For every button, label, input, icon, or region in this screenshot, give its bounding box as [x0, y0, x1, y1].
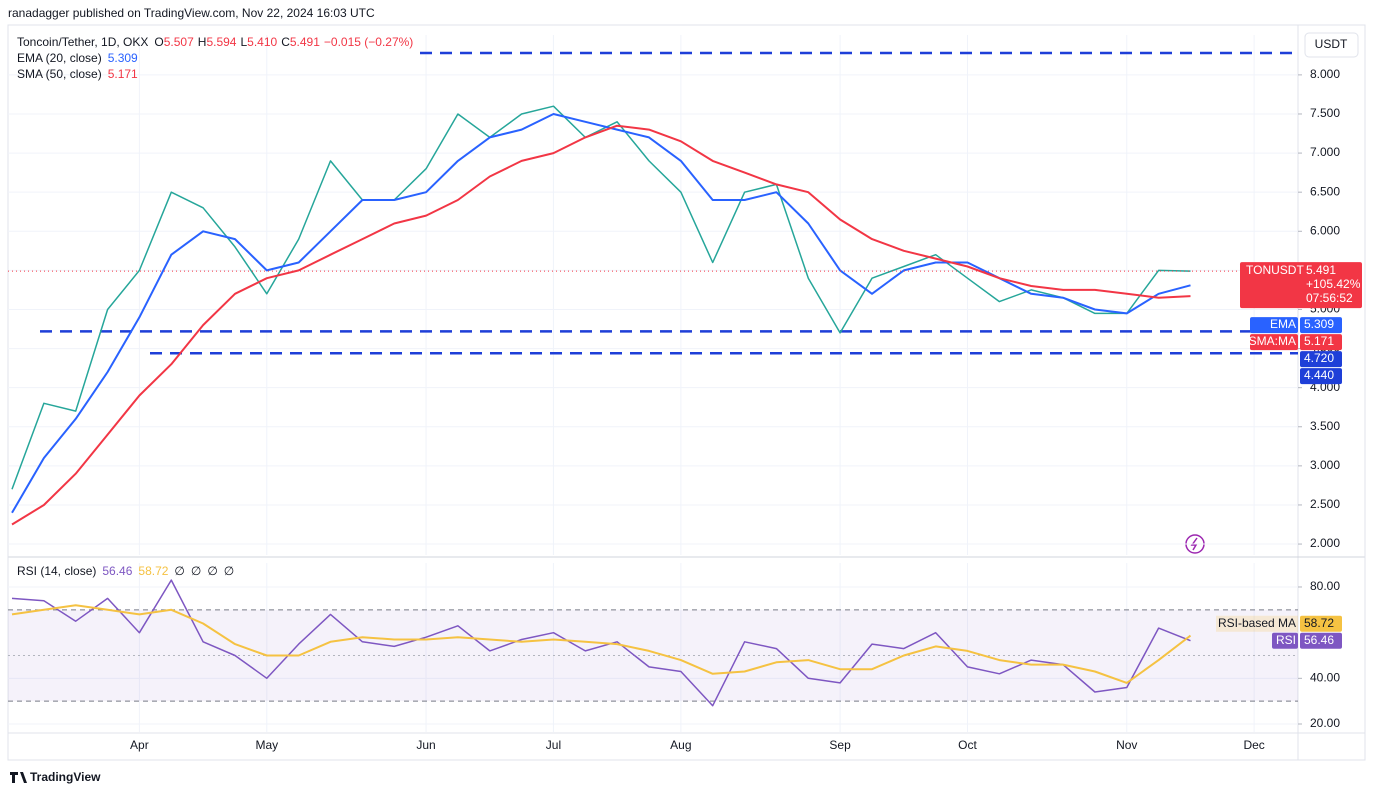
- ohlc-label: O: [154, 35, 163, 49]
- ohlc-label: L: [240, 35, 247, 49]
- badge-value: 58.72: [1304, 616, 1334, 630]
- x-tick-label: May: [255, 738, 278, 752]
- badge-value: 5.309: [1304, 317, 1334, 331]
- rsi-value: 58.72: [138, 564, 168, 578]
- symbol-legend: Toncoin/Tether, 1D, OKX O5.507 H5.594 L5.41…: [17, 35, 413, 49]
- alert-icon-bolt: [1190, 537, 1198, 551]
- y-tick-label: 80.00: [1310, 579, 1340, 593]
- currency-button[interactable]: [1304, 32, 1359, 58]
- rsi-placeholder: ∅: [191, 564, 201, 578]
- ohlc-label: H: [198, 35, 207, 49]
- logo-mark: [10, 772, 27, 783]
- series-line: [11, 579, 1191, 707]
- ohlc-value: 5.410: [247, 35, 277, 49]
- x-tick-label: Dec: [1243, 738, 1264, 752]
- x-tick-label: Sep: [829, 738, 851, 752]
- y-tick-label: 3.000: [1310, 458, 1340, 472]
- badge-name: RSI: [1276, 633, 1296, 647]
- indicator-value: 5.171: [108, 67, 138, 81]
- ohlc-value: 5.594: [206, 35, 236, 49]
- badge-name-box: [1250, 334, 1298, 351]
- price-badge-value: 5.491: [1306, 263, 1336, 277]
- series-line: [11, 604, 1192, 684]
- rsi-value: 56.46: [102, 564, 132, 578]
- logo: TradingView: [10, 770, 101, 784]
- indicator-legend: EMA (20, close) 5.309: [17, 51, 138, 65]
- x-tick-label: Jul: [546, 738, 561, 752]
- rsi-placeholder: ∅: [174, 564, 184, 578]
- rsi-placeholder: ∅: [207, 564, 217, 578]
- price-badge-change: +105.42%: [1306, 277, 1361, 291]
- x-tick-label: Jun: [416, 738, 435, 752]
- y-tick-label: 7.500: [1310, 106, 1340, 120]
- series-line: [11, 124, 1191, 526]
- badge-value-box: [1300, 368, 1342, 385]
- badge-value-box: [1300, 317, 1342, 334]
- y-tick-label: 6.500: [1310, 184, 1340, 198]
- y-tick-label: 8.000: [1310, 67, 1340, 81]
- badge-value: 4.720: [1304, 351, 1334, 365]
- series-line: [11, 105, 1191, 490]
- rsi-placeholder: ∅: [224, 564, 234, 578]
- chart-frame: [7, 24, 1366, 761]
- ohlc-label: C: [281, 35, 290, 49]
- price-badge-symbol: TONUSDT: [1246, 263, 1304, 277]
- badge-name-box: [1250, 317, 1298, 334]
- y-tick-label: 7.000: [1310, 145, 1340, 159]
- indicator-legend: SMA (50, close) 5.171: [17, 67, 138, 81]
- badge-name: EMA: [1270, 317, 1296, 331]
- y-tick-label: 2.000: [1310, 536, 1340, 550]
- x-tick-label: Nov: [1116, 738, 1137, 752]
- badge-value: 5.171: [1304, 334, 1334, 348]
- price-badge: [1240, 262, 1362, 309]
- badge-value: 4.440: [1304, 368, 1334, 382]
- y-tick-label: 3.500: [1310, 419, 1340, 433]
- publisher: ranadagger published on TradingView.com,…: [8, 6, 375, 20]
- indicator-name: SMA (50, close): [17, 67, 102, 81]
- badge-value-box: [1300, 615, 1342, 632]
- badge-value-box: [1300, 632, 1342, 649]
- rsi-legend: RSI (14, close) 56.46 58.72 ∅ ∅ ∅ ∅: [17, 564, 234, 578]
- badge-name: RSI-based MA: [1218, 616, 1296, 630]
- rsi-title: RSI (14, close): [17, 564, 96, 578]
- indicator-value: 5.309: [108, 51, 138, 65]
- symbol-title: Toncoin/Tether, 1D, OKX: [17, 35, 148, 49]
- x-tick-label: Apr: [130, 738, 149, 752]
- price-badge-countdown: 07:56:52: [1306, 291, 1353, 305]
- indicator-name: EMA (20, close): [17, 51, 102, 65]
- ohlc-value: 5.507: [164, 35, 194, 49]
- y-tick-label: 40.00: [1310, 671, 1340, 685]
- badge-value-box: [1300, 351, 1342, 368]
- badge-value: 56.46: [1304, 633, 1334, 647]
- y-tick-label: 2.500: [1310, 497, 1340, 511]
- ohlc-value: 5.491: [290, 35, 320, 49]
- x-tick-label: Aug: [670, 738, 691, 752]
- badge-name: SMA:MA: [1249, 334, 1296, 348]
- y-tick-label: 20.00: [1310, 716, 1340, 730]
- y-tick-label: 6.000: [1310, 223, 1340, 237]
- brand: TradingView: [30, 770, 101, 784]
- badge-name-box: [1272, 632, 1298, 649]
- x-tick-label: Oct: [958, 738, 977, 752]
- badge-value-box: [1300, 334, 1342, 351]
- change: −0.015 (−0.27%): [324, 35, 413, 49]
- badge-name-box: [1216, 615, 1298, 632]
- currency: USDT: [1315, 37, 1348, 51]
